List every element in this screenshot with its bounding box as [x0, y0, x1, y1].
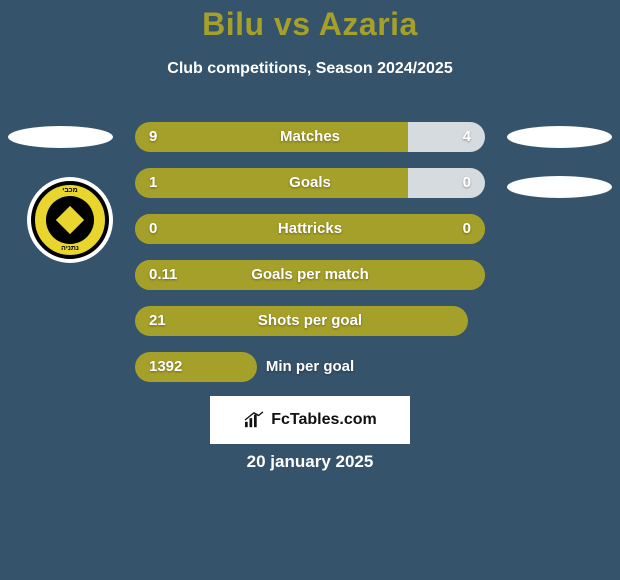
stat-value-left: 0: [149, 214, 157, 244]
club-badge-inner: מכבי נתניה: [31, 181, 109, 259]
club-badge: מכבי נתניה: [27, 177, 113, 263]
page-title: Bilu vs Azaria: [0, 6, 620, 43]
stat-label: Matches: [135, 122, 485, 152]
stat-row: Goals1 0: [135, 168, 485, 198]
date-text: 20 january 2025: [0, 452, 620, 472]
stat-row: Matches9 4: [135, 122, 485, 152]
infographic-canvas: Bilu vs Azaria Club competitions, Season…: [0, 0, 620, 580]
stat-value-right: 0: [463, 214, 471, 244]
player-badge-right-2: [507, 176, 612, 198]
club-badge-mid: [46, 196, 94, 244]
player-badge-left: [8, 126, 113, 148]
stat-label: Goals per match: [135, 260, 485, 290]
stat-row: Hattricks0 0: [135, 214, 485, 244]
brand-chart-icon: [243, 411, 265, 429]
club-badge-text-bottom: נתניה: [61, 245, 79, 252]
player-badge-right-1: [507, 126, 612, 148]
stat-value-right: 0: [463, 168, 471, 198]
stat-label: Shots per goal: [135, 306, 485, 336]
page-subtitle: Club competitions, Season 2024/2025: [0, 60, 620, 78]
stat-value-left: 1392: [149, 352, 182, 382]
stat-row: Shots per goal21: [135, 306, 485, 336]
stat-row: Goals per match0.11: [135, 260, 485, 290]
stat-label: Min per goal: [135, 352, 485, 382]
stat-label: Goals: [135, 168, 485, 198]
brand-text: FcTables.com: [271, 411, 377, 429]
stat-value-left: 0.11: [149, 260, 177, 290]
stat-value-left: 9: [149, 122, 157, 152]
stat-value-left: 21: [149, 306, 166, 336]
stat-value-left: 1: [149, 168, 157, 198]
stat-row: Min per goal1392: [135, 352, 485, 382]
diamond-icon: [56, 206, 84, 234]
club-badge-text-top: מכבי: [62, 187, 78, 194]
stats-bars: Matches94Goals10Hattricks00Goals per mat…: [135, 122, 485, 398]
stat-label: Hattricks: [135, 214, 485, 244]
brand-box: FcTables.com: [210, 396, 410, 444]
stat-value-right: 4: [463, 122, 471, 152]
